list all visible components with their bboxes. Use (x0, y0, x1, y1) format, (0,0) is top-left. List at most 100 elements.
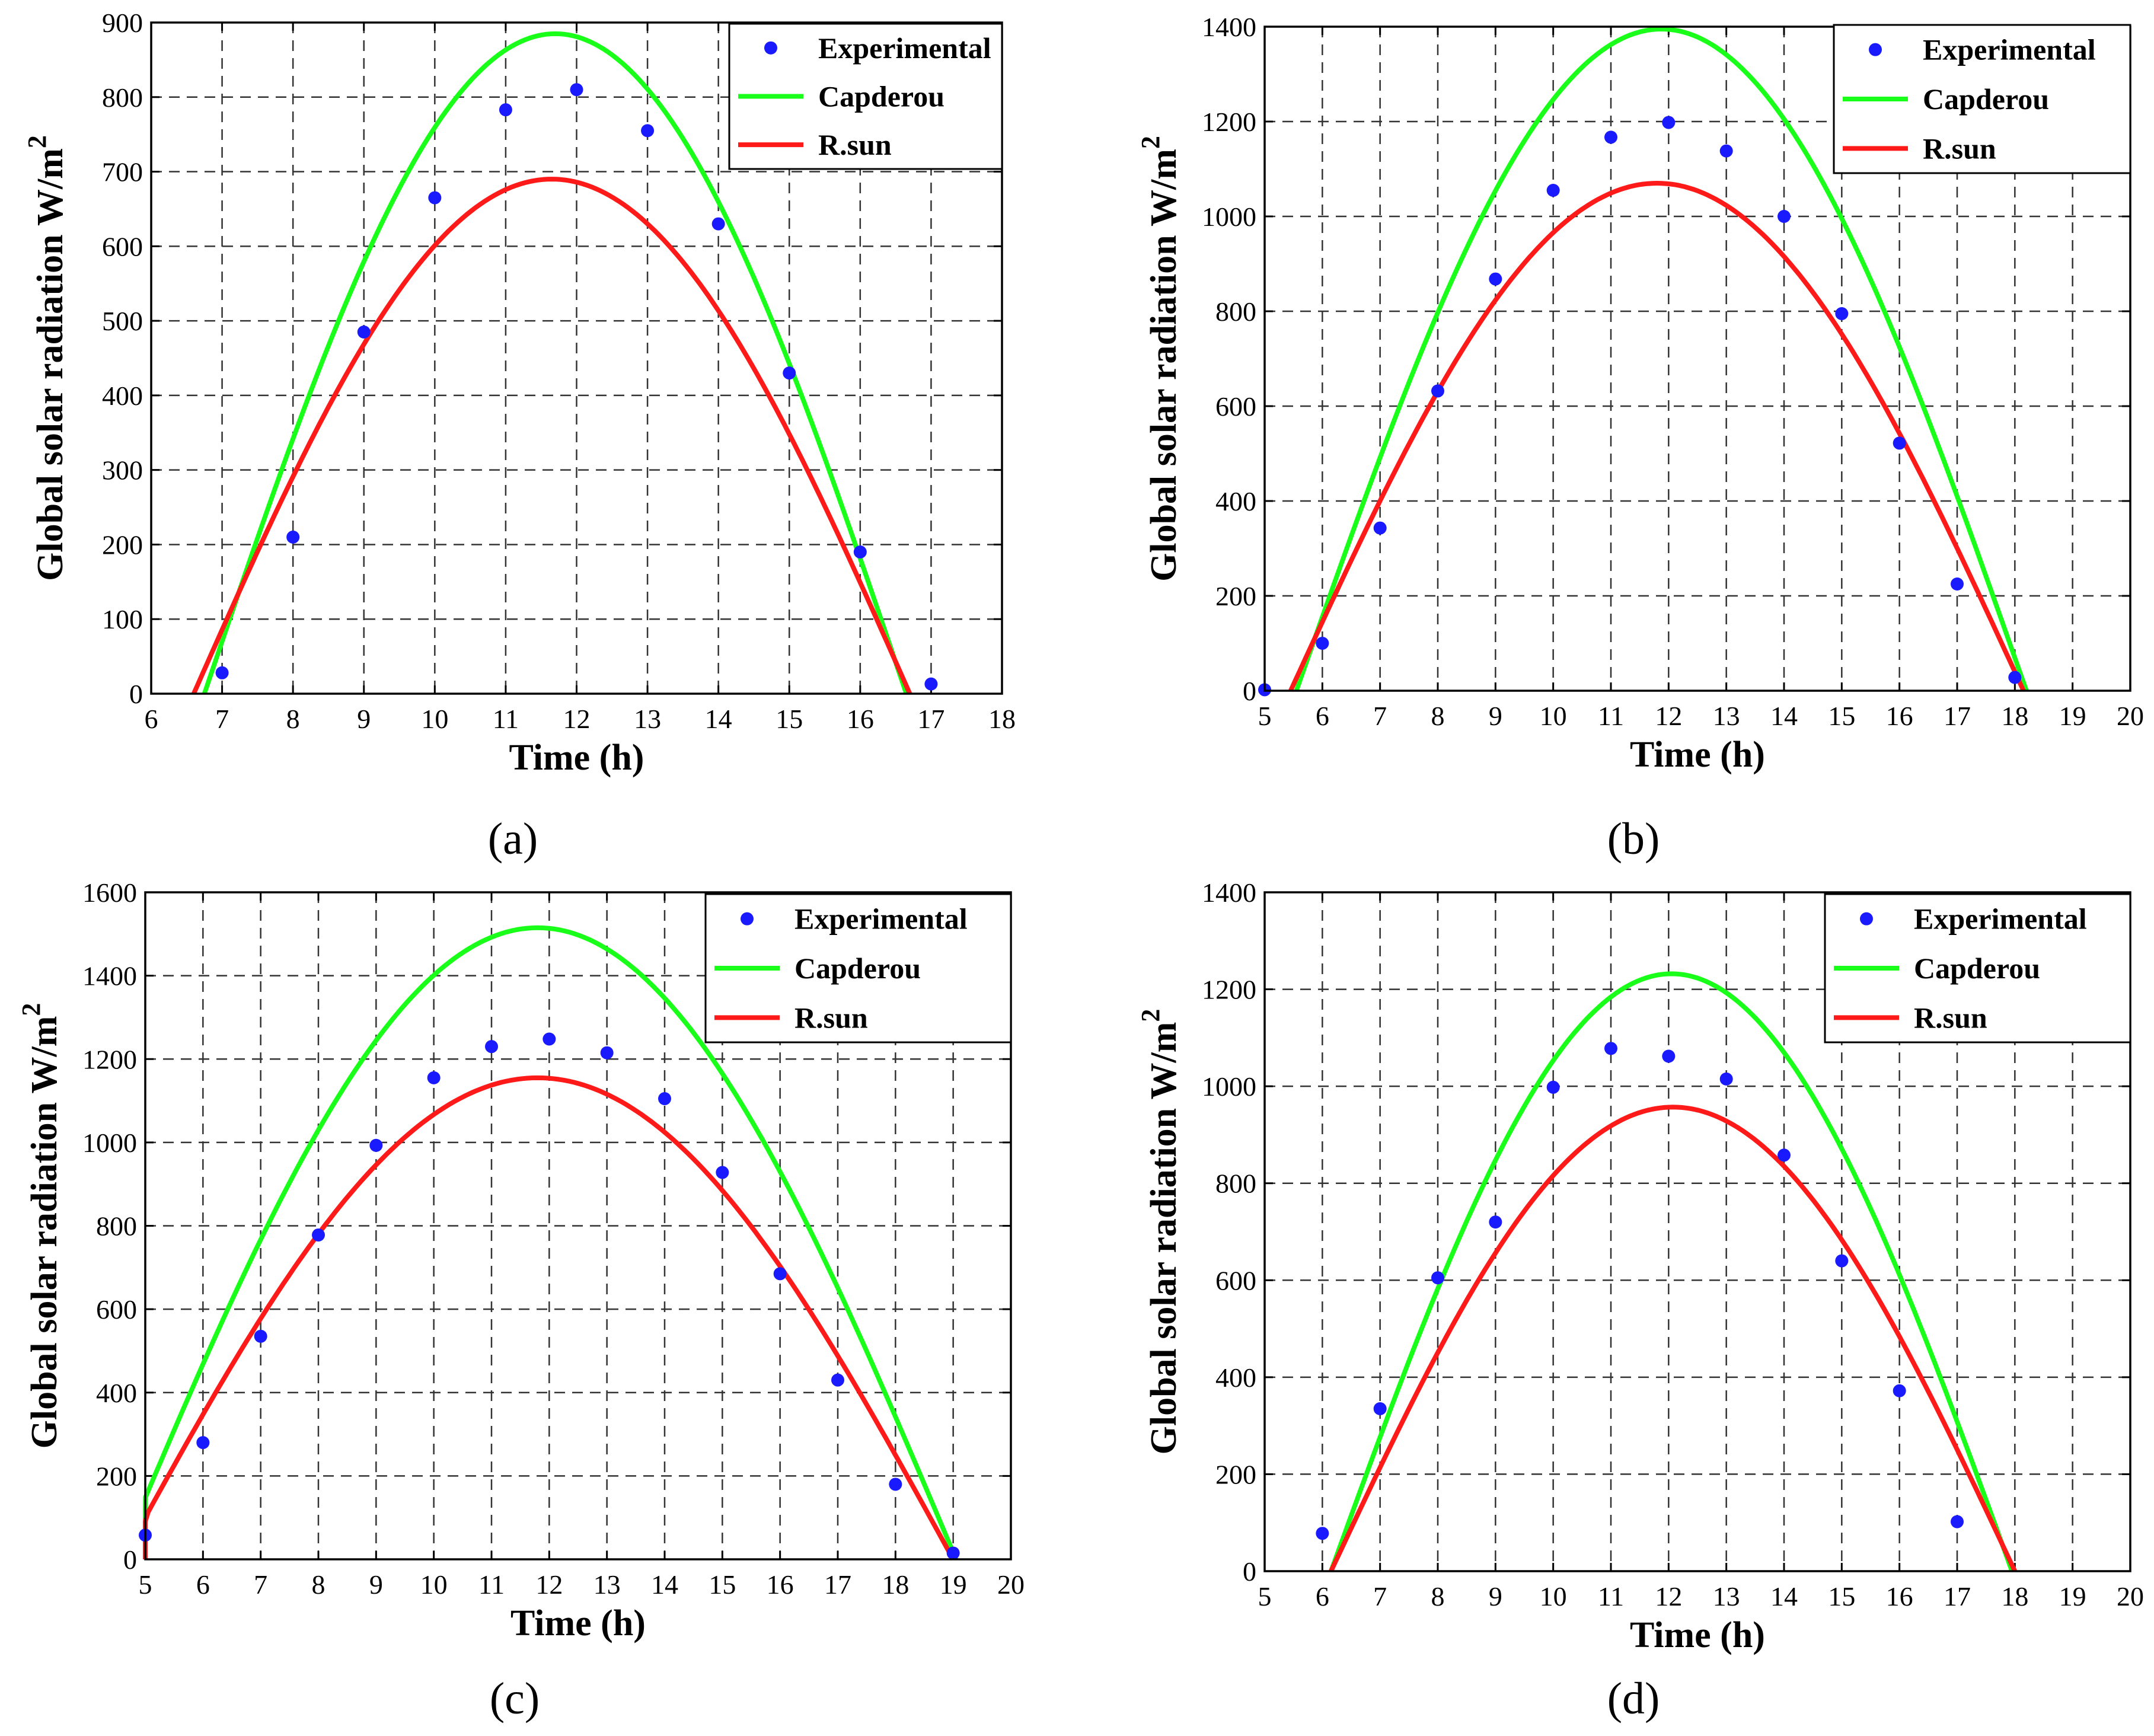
experimental-point (658, 1092, 671, 1106)
experimental-point (773, 1267, 787, 1281)
x-tick-label: 17 (917, 704, 944, 734)
x-tick-label: 7 (215, 704, 229, 734)
panel-caption: (a) (488, 814, 538, 864)
x-tick-label: 15 (1828, 1581, 1855, 1611)
y-tick-label: 0 (129, 679, 143, 709)
y-tick-label: 100 (102, 604, 143, 634)
y-tick-label: 400 (102, 381, 143, 411)
x-tick-label: 10 (421, 704, 448, 734)
series-line-capderou (143, 925, 959, 1561)
y-tick-label: 0 (1243, 1556, 1256, 1587)
legend-label-experimental: Experimental (818, 31, 991, 65)
x-tick-label: 9 (369, 1569, 383, 1600)
experimental-point (215, 666, 229, 679)
experimental-point (1316, 1527, 1329, 1540)
experimental-point (1951, 577, 1964, 591)
x-tick-label: 9 (357, 704, 371, 734)
experimental-point (427, 1071, 441, 1084)
legend-label-experimental: Experimental (794, 902, 968, 936)
x-tick-label: 8 (1431, 1581, 1445, 1611)
x-tick-label: 7 (1373, 1581, 1387, 1611)
x-tick-label: 19 (940, 1569, 967, 1600)
panel-caption: (d) (1607, 1674, 1660, 1724)
experimental-point (1431, 384, 1444, 398)
x-tick-label: 11 (478, 1569, 505, 1600)
x-axis-label: Time (h) (510, 1603, 646, 1644)
x-tick-label: 20 (2117, 701, 2144, 731)
experimental-point (1431, 1271, 1444, 1285)
legend-label-capderou: Capderou (818, 80, 944, 113)
y-axis-label: Global solar radiation W/m2 (17, 1003, 65, 1449)
x-axis-label: Time (h) (509, 738, 644, 778)
experimental-point (711, 217, 725, 231)
x-tick-label: 5 (1258, 1581, 1272, 1611)
experimental-point (312, 1228, 325, 1242)
experimental-point (1893, 1384, 1906, 1397)
experimental-point (357, 325, 371, 339)
x-tick-label: 18 (882, 1569, 909, 1600)
experimental-point (485, 1040, 498, 1054)
legend-label-experimental: Experimental (1923, 33, 2096, 66)
chart-panel-c: 5 6 7 8 9 10 11 12 13 14 15 16 17 18 19 200200400600800… (17, 877, 1025, 1724)
y-axis-label-superscript: 2 (17, 1003, 46, 1016)
experimental-point (600, 1046, 614, 1060)
legend-label-capderou: Capderou (1914, 952, 2040, 985)
x-tick-label: 5 (1258, 701, 1272, 731)
legend-label-rsun: R.sun (794, 1001, 868, 1034)
x-tick-label: 6 (1316, 701, 1329, 731)
x-tick-label: 20 (997, 1569, 1025, 1600)
experimental-point (196, 1436, 210, 1450)
experimental-point (716, 1166, 729, 1179)
plot-frame (150, 21, 1003, 695)
experimental-point (1373, 521, 1387, 535)
x-tick-label: 19 (2059, 701, 2086, 731)
x-axis-label: Time (h) (1630, 735, 1765, 775)
experimental-point (1662, 116, 1676, 129)
experimental-point (1835, 307, 1849, 320)
legend: Experimental Capderou R.sun (1824, 893, 2131, 1043)
y-axis-label: Global solar radiation W/m2 (1136, 136, 1184, 582)
y-tick-label: 0 (123, 1544, 137, 1575)
experimental-point (1719, 144, 1733, 158)
experimental-point (853, 545, 867, 559)
y-tick-label: 600 (1215, 391, 1256, 422)
y-tick-label: 400 (1215, 1362, 1256, 1393)
legend-marker-experimental (764, 41, 777, 55)
experimental-point (543, 1032, 556, 1046)
x-tick-label: 11 (493, 704, 519, 734)
panel-caption: (c) (490, 1674, 540, 1724)
experimental-point (1373, 1402, 1387, 1416)
x-tick-label: 16 (847, 704, 874, 734)
y-tick-label: 1000 (82, 1128, 137, 1158)
y-tick-label: 1400 (1202, 12, 1256, 42)
x-tick-label: 17 (1944, 1581, 1971, 1611)
x-tick-label: 12 (535, 1569, 563, 1600)
y-axis-label-superscript: 2 (23, 135, 52, 148)
x-tick-label: 14 (651, 1569, 678, 1600)
plot-frame (144, 891, 1012, 1561)
experimental-point (1316, 637, 1329, 650)
legend-label-capderou: Capderou (1923, 82, 2049, 116)
y-tick-label: 200 (102, 529, 143, 560)
experimental-point (783, 366, 796, 380)
x-tick-label: 14 (1770, 1581, 1798, 1611)
y-tick-label: 800 (1215, 296, 1256, 327)
y-axis-label-superscript: 2 (1136, 136, 1165, 149)
series-line-rsun (143, 1075, 956, 1561)
chart-panel-d: 5 6 7 8 9 10 11 12 13 14 15 16 17 18 19 200200400600800… (1136, 877, 2144, 1724)
y-tick-label: 0 (1243, 676, 1256, 706)
x-tick-label: 10 (1540, 701, 1567, 731)
experimental-point (1489, 1215, 1502, 1229)
y-axis-label-superscript: 2 (1136, 1009, 1165, 1022)
x-tick-label: 6 (1316, 1581, 1329, 1611)
y-tick-label: 800 (102, 82, 143, 113)
legend-marker-experimental (1869, 43, 1882, 56)
x-tick-label: 8 (1431, 701, 1445, 731)
panel-caption: (b) (1607, 814, 1660, 864)
x-tick-label: 18 (2001, 701, 2028, 731)
x-tick-label: 10 (420, 1569, 448, 1600)
experimental-point (369, 1138, 383, 1152)
legend-marker-experimental (741, 912, 754, 926)
y-tick-label: 400 (1215, 486, 1256, 516)
x-tick-label: 20 (2117, 1581, 2144, 1611)
